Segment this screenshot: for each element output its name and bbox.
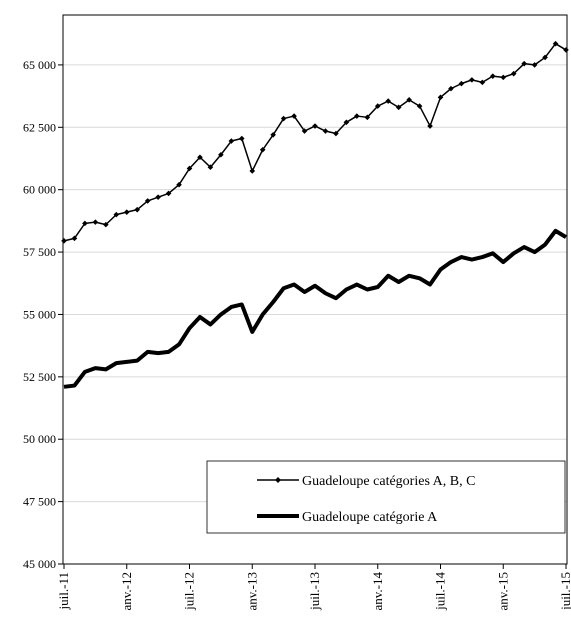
point-marker	[364, 114, 371, 121]
point-marker	[228, 138, 235, 144]
point-marker	[270, 131, 276, 138]
y-tick-label: 55 000	[23, 307, 56, 321]
point-marker	[458, 80, 465, 87]
x-tick-label: anv.-13	[244, 572, 259, 611]
point-marker	[479, 79, 486, 86]
point-marker	[448, 85, 454, 92]
point-marker	[489, 73, 496, 79]
point-marker	[280, 115, 287, 122]
point-marker	[61, 238, 67, 244]
point-marker	[155, 194, 161, 200]
point-marker	[563, 47, 569, 53]
point-marker	[291, 113, 297, 119]
point-marker	[343, 119, 350, 126]
point-marker	[134, 206, 141, 213]
x-tick-label: juil.-11	[56, 572, 71, 610]
legend-box	[206, 460, 566, 534]
legend-label: Guadeloupe catégorie A	[302, 510, 438, 525]
point-marker	[469, 77, 475, 83]
point-marker	[218, 151, 224, 158]
point-marker	[552, 40, 559, 47]
legend-marker	[275, 477, 281, 483]
point-marker	[144, 198, 151, 204]
point-marker	[197, 154, 203, 161]
point-marker	[123, 209, 130, 215]
point-marker	[531, 62, 538, 68]
x-tick-label: anv.-14	[370, 572, 385, 611]
x-tick-label: juil.-14	[433, 572, 448, 611]
point-marker	[165, 190, 172, 197]
y-tick-label: 57 500	[23, 245, 56, 259]
point-marker	[416, 103, 423, 109]
y-tick-label: 47 500	[23, 495, 56, 509]
point-marker	[374, 103, 381, 109]
point-marker	[510, 70, 517, 77]
point-marker	[82, 220, 88, 227]
y-tick-label: 62 500	[23, 120, 56, 134]
point-marker	[312, 123, 318, 129]
point-marker	[427, 123, 433, 129]
y-tick-label: 52 500	[23, 370, 56, 384]
y-tick-label: 50 000	[23, 432, 56, 446]
point-marker	[395, 104, 402, 111]
point-marker	[103, 221, 109, 228]
series-line	[63, 228, 568, 389]
point-marker	[301, 128, 308, 134]
y-tick-label: 60 000	[23, 183, 56, 197]
x-tick-label: juil.-15	[558, 572, 571, 611]
point-marker	[238, 135, 245, 142]
y-tick-label: 45 000	[23, 557, 56, 571]
point-marker	[333, 130, 339, 137]
x-tick-label: anv.-15	[495, 572, 510, 611]
point-marker	[437, 94, 444, 101]
point-marker	[354, 113, 360, 119]
x-tick-label: juil.-13	[307, 572, 322, 611]
point-marker	[259, 146, 266, 153]
point-marker	[500, 74, 507, 81]
point-marker	[322, 128, 329, 134]
point-marker	[176, 181, 182, 188]
point-marker	[521, 60, 527, 67]
point-marker	[542, 54, 548, 61]
x-tick-label: anv.-12	[119, 572, 134, 611]
point-marker	[186, 165, 193, 172]
x-tick-label: juil.-12	[182, 572, 197, 611]
point-marker	[406, 97, 412, 103]
point-marker	[71, 235, 78, 242]
point-marker	[249, 168, 256, 174]
y-tick-label: 65 000	[23, 58, 56, 72]
point-marker	[113, 211, 120, 218]
point-marker	[207, 164, 214, 171]
point-marker	[92, 219, 99, 225]
legend-label: Guadeloupe catégories A, B, C	[302, 474, 475, 489]
point-marker	[385, 98, 392, 104]
